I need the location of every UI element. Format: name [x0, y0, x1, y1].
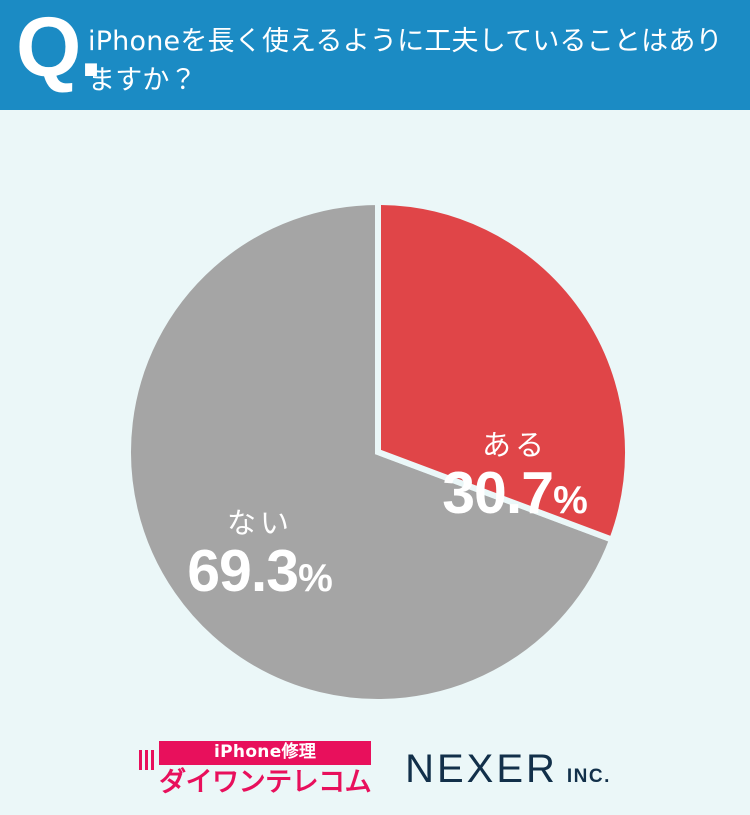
footer-logos: iPhone修理 ダイワンテレコム NEXER INC. — [0, 722, 750, 815]
pie-label-nai-value: 69.3% — [140, 540, 380, 610]
chart-area: （n=300） ある 30.7% ない 69.3% — [0, 110, 750, 722]
pie-label-aru: ある 30.7% — [400, 428, 630, 532]
pie-label-aru-unit: % — [553, 479, 588, 522]
pie-label-nai-name: ない — [226, 506, 293, 540]
pie-slice-aru[interactable] — [375, 202, 628, 544]
pie-chart — [128, 202, 628, 702]
pie-label-nai-number: 69.3 — [187, 538, 299, 604]
pie-label-nai: ない 69.3% — [140, 506, 380, 610]
daiwan-banner-label: iPhone修理 — [159, 740, 372, 765]
nexer-name-label: NEXER — [405, 746, 558, 791]
nexer-suffix-label: INC. — [566, 765, 611, 787]
daiwan-telecom-logo[interactable]: iPhone修理 ダイワンテレコム — [139, 740, 372, 798]
pie-label-aru-name: ある — [481, 428, 548, 462]
daiwan-name-label: ダイワンテレコム — [159, 766, 372, 798]
question-mark-letter: Q. — [16, 0, 103, 94]
pie-slice-nai[interactable] — [128, 202, 617, 702]
pie-label-aru-number: 30.7 — [442, 460, 554, 526]
pie-chart-svg — [128, 202, 628, 702]
question-header: Q. iPhoneを長く使えるように工夫していることはありますか？ — [0, 0, 750, 110]
pie-label-nai-unit: % — [298, 557, 333, 600]
nexer-logo[interactable]: NEXER INC. — [405, 748, 611, 790]
daiwan-bars-icon — [139, 749, 155, 770]
daiwan-logo-stack: iPhone修理 ダイワンテレコム — [159, 740, 372, 798]
pie-label-aru-value: 30.7% — [400, 462, 630, 532]
page-title: iPhoneを長く使えるように工夫していることはありますか？ — [88, 26, 723, 96]
